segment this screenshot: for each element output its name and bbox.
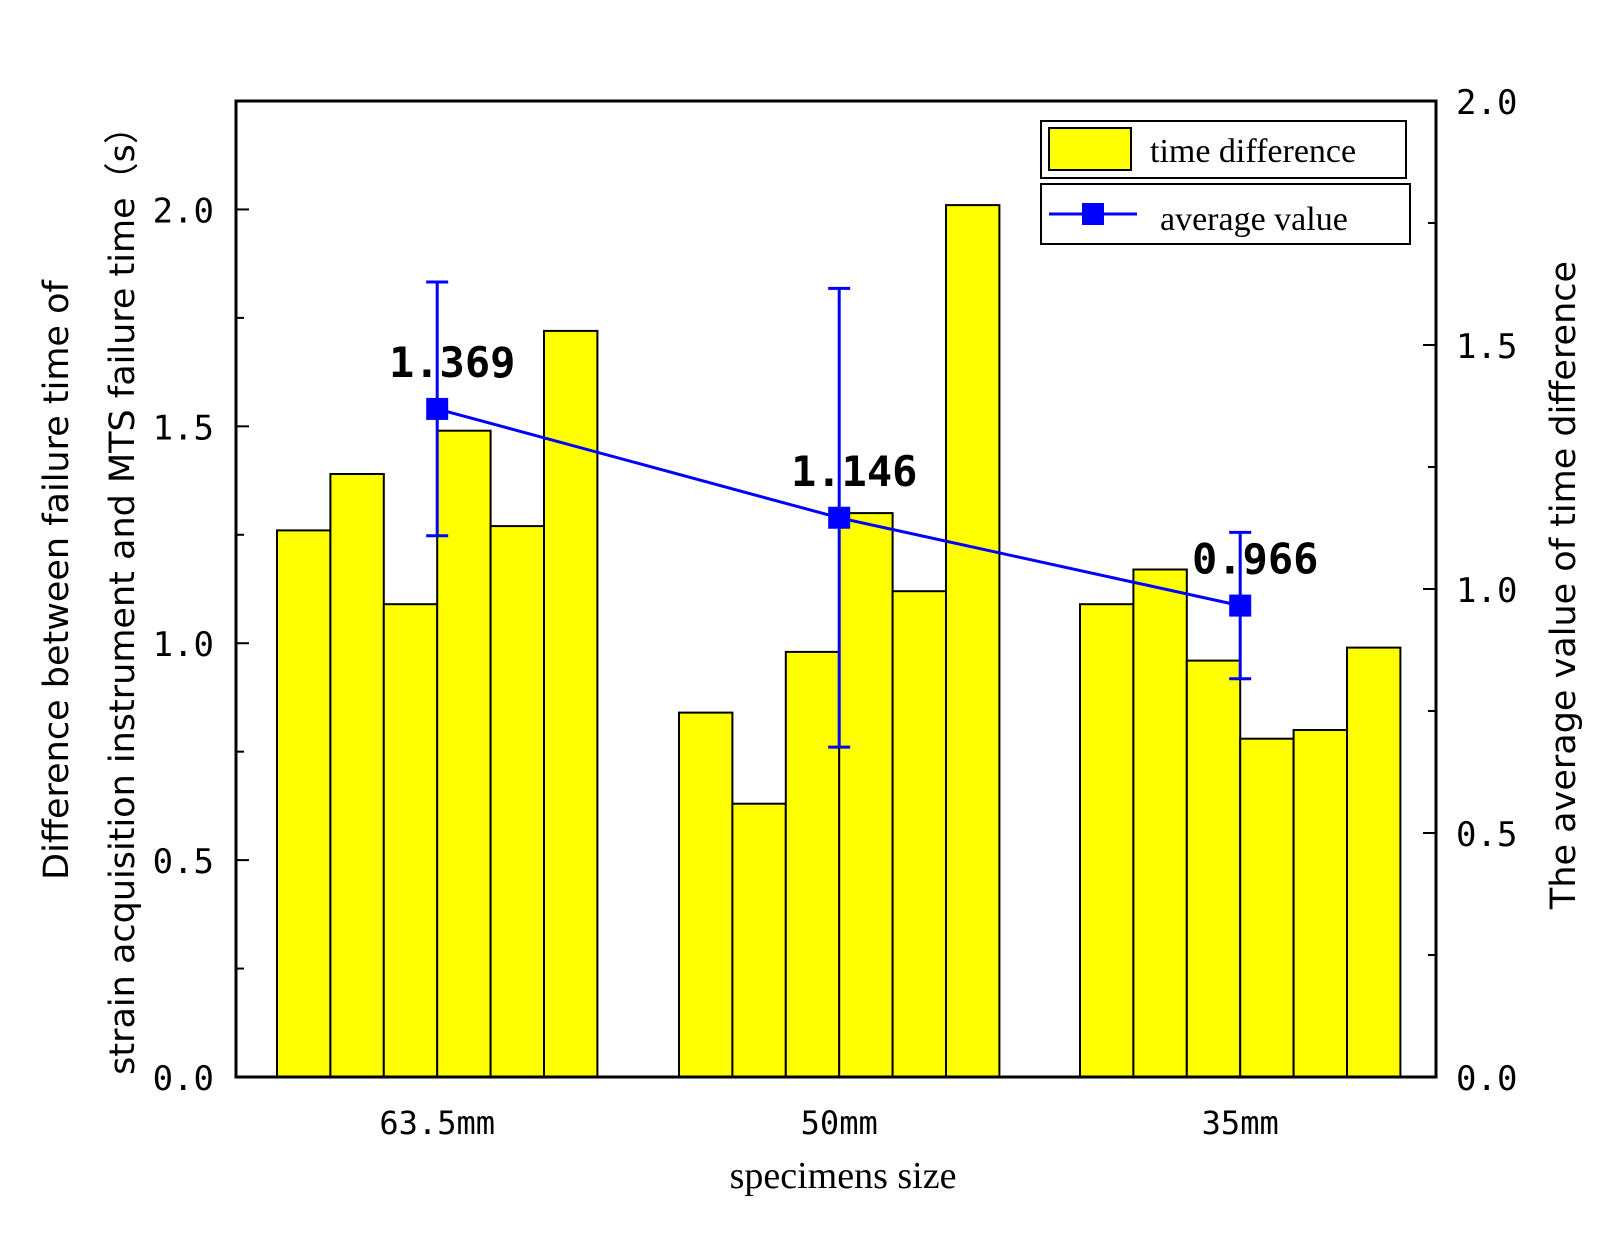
bar-35mm-6 [1346, 646, 1402, 1078]
average-marker-2 [828, 506, 851, 529]
average-marker-3 [1229, 594, 1252, 617]
x-tick-label-3: 35mm [1202, 1104, 1279, 1142]
y-axis-title-right: The average value of time difference [1544, 261, 1584, 910]
average-data-label-3: 0.966 [1192, 535, 1318, 584]
right-tick-label: 0.0 [1456, 1059, 1517, 1099]
bar-63.5mm-3 [382, 603, 439, 1078]
x-axis-title: specimens size [730, 1155, 957, 1197]
left-tick-label: 0.0 [153, 1059, 214, 1099]
average-marker-1 [426, 397, 449, 420]
right-tick-label: 1.0 [1456, 571, 1517, 611]
left-tick-label: 1.0 [153, 625, 214, 665]
bar-35mm-5 [1292, 729, 1348, 1078]
bar-63.5mm-2 [329, 473, 385, 1078]
legend: time difference average value [1040, 120, 1411, 245]
x-tick-label-1: 63.5mm [379, 1104, 495, 1142]
legend-label-average-value: average value [1160, 201, 1348, 238]
bar-35mm-4 [1239, 737, 1295, 1078]
bar-50mm-6 [945, 204, 1001, 1079]
legend-label-time-difference: time difference [1150, 133, 1356, 170]
bar-35mm-3 [1185, 659, 1242, 1078]
x-tick-label-2: 50mm [801, 1104, 878, 1142]
average-data-label-2: 1.146 [791, 447, 917, 496]
right-tick-label: 0.5 [1456, 815, 1517, 855]
average-data-label-1: 1.369 [389, 338, 515, 387]
bar-50mm-3 [784, 650, 841, 1079]
right-tick-label: 1.5 [1456, 327, 1517, 367]
left-tick-label: 1.5 [153, 408, 214, 448]
left-tick-label: 2.0 [153, 191, 214, 231]
bar-63.5mm-4 [436, 429, 492, 1078]
labels-layer: 1.369 1.146 0.966 [389, 338, 1318, 584]
bar-50mm-1 [678, 711, 734, 1078]
y-axis-title-left-line1: Difference between failure time of [37, 280, 77, 880]
bar-63.5mm-1 [276, 529, 332, 1078]
right-tick-label: 2.0 [1456, 83, 1517, 123]
bars-layer [276, 204, 1402, 1079]
bar-50mm-4 [838, 512, 894, 1078]
legend-swatch-time-difference [1048, 127, 1132, 171]
y-axis-title-left-line2: strain acquisition instrument and MTS fa… [103, 109, 143, 1075]
bar-63.5mm-5 [489, 525, 546, 1078]
axes-layer: 0.0 0.5 1.0 1.5 2.0 0.0 0.5 1.0 1.5 2.0 63.5mm 50mm… [153, 83, 1518, 1142]
bar-35mm-1 [1079, 603, 1135, 1078]
bar-63.5mm-6 [543, 329, 599, 1078]
bar-50mm-5 [891, 590, 947, 1078]
left-tick-label: 0.5 [153, 842, 214, 882]
bar-50mm-2 [731, 802, 787, 1078]
bar-35mm-2 [1132, 568, 1188, 1078]
average-line-layer [426, 280, 1252, 749]
legend-marker-average-value [1082, 203, 1104, 225]
